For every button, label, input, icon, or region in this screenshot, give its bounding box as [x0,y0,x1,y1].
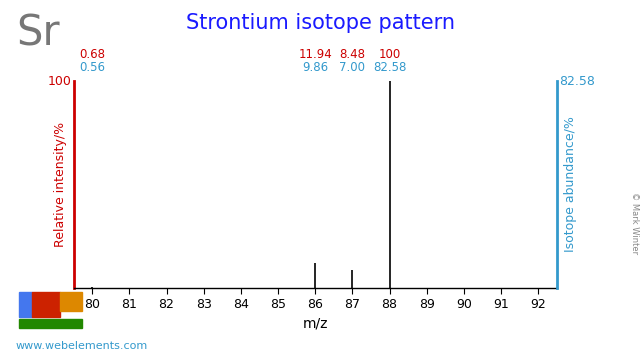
Bar [60,292,83,311]
Text: Sr: Sr [16,13,60,55]
Text: 100: 100 [47,75,71,87]
Text: 0.56: 0.56 [79,61,105,74]
Text: 82.58: 82.58 [559,75,595,87]
Text: 100: 100 [378,48,401,61]
Bar [19,292,33,317]
Text: 8.48: 8.48 [339,48,365,61]
Text: 0.68: 0.68 [79,48,105,61]
Text: 82.58: 82.58 [373,61,406,74]
Text: www.webelements.com: www.webelements.com [16,341,148,351]
Text: 11.94: 11.94 [298,48,332,61]
X-axis label: m/z: m/z [303,317,328,331]
Y-axis label: Relative intensity/%: Relative intensity/% [54,122,67,247]
Y-axis label: Isotope abundance/%: Isotope abundance/% [564,117,577,252]
Bar [19,319,83,328]
Bar [33,292,60,317]
Text: 9.86: 9.86 [302,61,328,74]
Text: © Mark Winter: © Mark Winter [630,192,639,254]
Text: Strontium isotope pattern: Strontium isotope pattern [186,13,454,33]
Text: 7.00: 7.00 [339,61,365,74]
